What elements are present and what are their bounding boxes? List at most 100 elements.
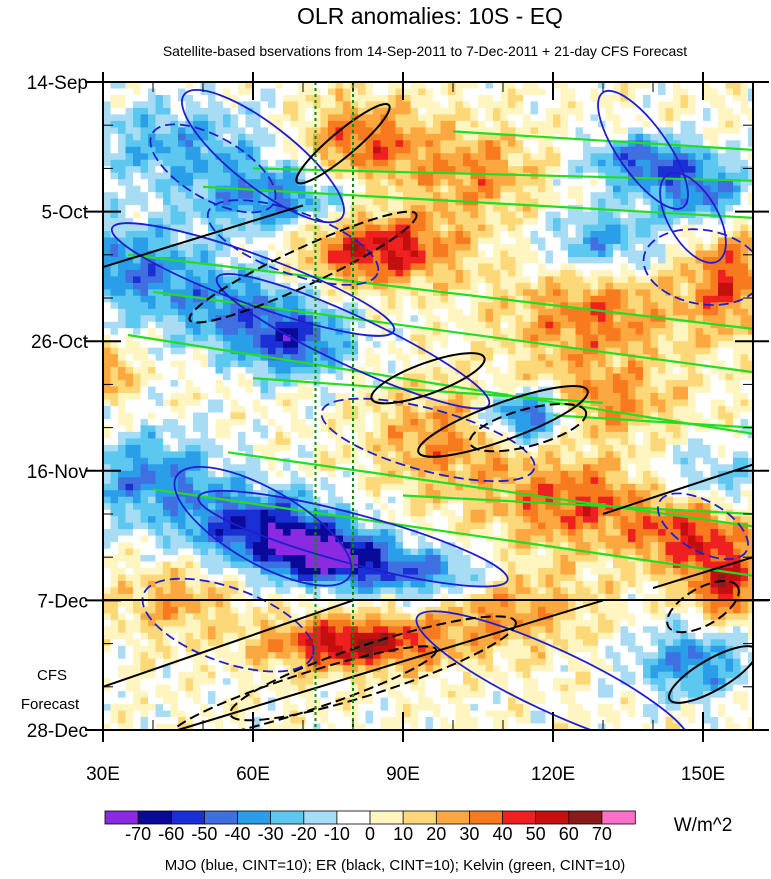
heat-cell xyxy=(320,438,329,446)
heat-cell xyxy=(313,231,322,239)
heat-cell xyxy=(635,231,644,239)
heat-cell xyxy=(448,133,457,141)
heat-cell xyxy=(275,386,284,394)
heat-cell xyxy=(118,179,127,187)
heat-cell xyxy=(545,211,554,219)
heat-cell xyxy=(290,302,299,310)
heat-cell xyxy=(403,282,412,290)
heat-cell xyxy=(133,205,142,213)
heat-cell xyxy=(395,133,404,141)
heat-cell xyxy=(178,373,187,381)
heat-cell xyxy=(590,386,599,394)
heat-cell xyxy=(110,412,119,420)
heat-cell xyxy=(313,107,322,115)
heat-cell xyxy=(485,107,494,115)
heat-cell xyxy=(395,231,404,239)
heat-cell xyxy=(320,425,329,433)
heat-cell xyxy=(320,82,329,90)
heat-cell xyxy=(733,315,742,323)
heat-cell xyxy=(223,380,232,388)
heat-cell xyxy=(155,282,164,290)
heat-cell xyxy=(718,257,727,265)
heat-cell xyxy=(350,198,359,206)
heat-cell xyxy=(110,237,119,245)
heat-cell xyxy=(358,82,367,90)
heat-cell xyxy=(185,250,194,258)
heat-cell xyxy=(493,120,502,128)
heat-cell xyxy=(508,237,517,245)
heat-cell xyxy=(418,140,427,148)
heat-cell xyxy=(178,367,187,375)
heat-cell xyxy=(170,451,179,459)
heat-cell xyxy=(500,257,509,265)
heat-cell xyxy=(343,82,352,90)
heat-cell xyxy=(125,282,134,290)
heat-cell xyxy=(118,166,127,174)
heat-cell xyxy=(710,146,719,154)
heat-cell xyxy=(275,146,284,154)
heat-cell xyxy=(515,88,524,96)
heat-cell xyxy=(148,237,157,245)
heat-cell xyxy=(245,198,254,206)
heat-cell xyxy=(733,276,742,284)
heat-cell xyxy=(703,302,712,310)
heat-cell xyxy=(290,198,299,206)
heat-cell xyxy=(328,140,337,148)
heat-cell xyxy=(748,211,753,219)
heat-cell xyxy=(658,120,667,128)
heat-cell xyxy=(710,237,719,245)
heat-cell xyxy=(395,114,404,122)
heat-cell xyxy=(620,444,629,452)
heat-cell xyxy=(733,172,742,180)
heat-cell xyxy=(560,82,569,90)
heat-cell xyxy=(620,224,629,232)
heat-cell xyxy=(733,95,742,103)
heat-cell xyxy=(133,295,142,303)
heat-cell xyxy=(365,269,374,277)
heat-cell xyxy=(373,444,382,452)
heat-cell xyxy=(740,431,749,439)
heat-cell xyxy=(643,399,652,407)
heat-cell xyxy=(493,257,502,265)
heat-cell xyxy=(478,185,487,193)
heat-cell xyxy=(530,146,539,154)
heat-cell xyxy=(313,269,322,277)
heat-cell xyxy=(688,127,697,135)
heat-cell xyxy=(290,347,299,355)
heat-cell xyxy=(283,140,292,148)
heat-cell xyxy=(590,438,599,446)
heat-cell xyxy=(328,431,337,439)
heat-cell xyxy=(373,82,382,90)
heat-cell xyxy=(358,153,367,161)
heat-cell xyxy=(403,438,412,446)
heat-cell xyxy=(215,127,224,135)
heat-cell xyxy=(605,250,614,258)
heat-cell xyxy=(433,282,442,290)
heat-cell xyxy=(680,276,689,284)
heat-cell xyxy=(223,406,232,414)
heat-cell xyxy=(470,257,479,265)
heat-cell xyxy=(178,328,187,336)
heat-cell xyxy=(170,133,179,141)
heat-cell xyxy=(598,308,607,316)
heat-cell xyxy=(523,146,532,154)
heat-cell xyxy=(298,354,307,362)
heat-cell xyxy=(710,412,719,420)
heat-cell xyxy=(673,166,682,174)
heat-cell xyxy=(238,328,247,336)
heat-cell xyxy=(298,205,307,213)
heat-cell xyxy=(155,334,164,342)
heat-cell xyxy=(313,205,322,213)
heat-cell xyxy=(103,237,112,245)
heat-cell xyxy=(170,205,179,213)
heat-cell xyxy=(365,289,374,297)
heat-cell xyxy=(418,367,427,375)
heat-cell xyxy=(110,328,119,336)
heat-cell xyxy=(358,205,367,213)
heat-cell xyxy=(545,393,554,401)
heat-cell xyxy=(155,166,164,174)
heat-cell xyxy=(575,347,584,355)
heat-cell xyxy=(508,302,517,310)
heat-cell xyxy=(485,218,494,226)
heat-cell xyxy=(583,334,592,342)
